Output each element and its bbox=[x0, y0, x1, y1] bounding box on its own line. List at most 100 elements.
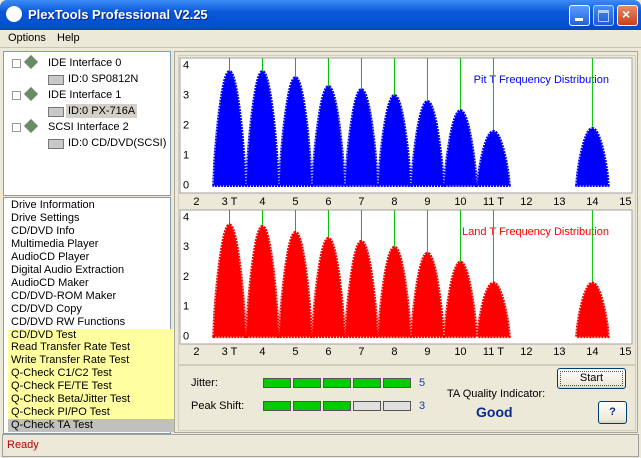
menu-help[interactable]: Help bbox=[57, 32, 80, 44]
distribution-peak bbox=[344, 239, 379, 339]
x-tick-label: 12 bbox=[520, 196, 532, 208]
title-bar: PlexTools Professional V2.25 × bbox=[0, 0, 641, 30]
meter-segment bbox=[323, 401, 351, 411]
function-item[interactable]: AudioCD Player bbox=[11, 250, 90, 263]
function-item[interactable]: Digital Audio Extraction bbox=[11, 263, 125, 276]
function-item[interactable]: Q-Check FE/TE Test bbox=[8, 380, 174, 394]
function-item[interactable]: Multimedia Player bbox=[11, 237, 99, 250]
drive-icon bbox=[48, 139, 64, 149]
drive-icon bbox=[48, 107, 64, 117]
distribution-peak bbox=[245, 70, 280, 187]
x-tick-label: 12 bbox=[520, 346, 532, 358]
y-tick-label: 1 bbox=[183, 149, 189, 161]
close-button[interactable]: × bbox=[617, 5, 638, 26]
x-tick-label: 15 bbox=[619, 196, 631, 208]
x-tick-label: 9 bbox=[424, 196, 430, 208]
meter-label: Jitter: bbox=[191, 377, 218, 389]
device-label[interactable]: ID:0 CD/DVD(SCSI) bbox=[68, 137, 167, 149]
y-tick-label: 0 bbox=[183, 330, 189, 342]
app-icon bbox=[6, 6, 22, 22]
distribution-peak bbox=[344, 88, 379, 187]
chart-title: Pit T Frequency Distribution bbox=[474, 74, 609, 86]
y-tick-label: 1 bbox=[183, 301, 189, 313]
drive-icon bbox=[48, 75, 64, 85]
meter-segment bbox=[353, 378, 381, 388]
y-tick-label: 2 bbox=[183, 119, 189, 131]
x-tick-label: 14 bbox=[586, 346, 598, 358]
distribution-peak bbox=[311, 236, 346, 339]
x-tick-label: 13 bbox=[553, 346, 565, 358]
distribution-peak bbox=[311, 85, 346, 187]
x-tick-label: 7 bbox=[358, 196, 364, 208]
meter-segment bbox=[263, 401, 291, 411]
distribution-peak bbox=[377, 245, 412, 339]
function-item[interactable]: Q-Check C1/C2 Test bbox=[8, 367, 174, 381]
menu-options[interactable]: Options bbox=[8, 32, 46, 44]
function-item[interactable]: CD/DVD-ROM Maker bbox=[11, 289, 117, 302]
tree-expander bbox=[12, 59, 21, 68]
start-button[interactable]: Start bbox=[557, 368, 626, 389]
x-tick-label: 9 bbox=[424, 346, 430, 358]
x-tick-label: 5 bbox=[292, 346, 298, 358]
x-tick-label: 3 T bbox=[222, 196, 238, 208]
function-item[interactable]: CD/DVD Info bbox=[11, 224, 75, 237]
function-item[interactable]: Q-Check Beta/Jitter Test bbox=[8, 393, 174, 407]
maximize-button[interactable] bbox=[593, 5, 614, 26]
window-title: PlexTools Professional V2.25 bbox=[28, 7, 208, 22]
results-panel bbox=[174, 51, 638, 433]
x-tick-label: 14 bbox=[586, 196, 598, 208]
meter-frame bbox=[178, 365, 636, 431]
function-item[interactable]: Drive Settings bbox=[11, 211, 80, 224]
distribution-peak bbox=[575, 281, 610, 339]
x-tick-label: 5 bbox=[292, 196, 298, 208]
y-tick-label: 4 bbox=[183, 211, 189, 223]
x-tick-label: 11 T bbox=[483, 196, 504, 208]
status-text: Ready bbox=[7, 439, 39, 451]
meter-value: 3 bbox=[419, 400, 426, 412]
function-item[interactable]: CD/DVD RW Functions bbox=[11, 315, 126, 328]
meter-segment bbox=[383, 401, 411, 411]
meter-segment bbox=[353, 401, 381, 411]
distribution-peak bbox=[278, 230, 313, 339]
menu-bar: Options Help bbox=[0, 30, 641, 48]
x-tick-label: 4 bbox=[259, 196, 265, 208]
interface-label[interactable]: IDE Interface 1 bbox=[48, 89, 122, 101]
function-item[interactable]: AudioCD Maker bbox=[11, 276, 89, 289]
help-button[interactable]: ? bbox=[598, 401, 627, 424]
y-tick-label: 0 bbox=[183, 179, 189, 191]
distribution-peak bbox=[245, 224, 280, 339]
function-item[interactable]: Q-Check TA Test bbox=[8, 419, 174, 433]
interface-label[interactable]: IDE Interface 0 bbox=[48, 57, 122, 69]
function-item[interactable]: Read Transfer Rate Test bbox=[8, 341, 174, 355]
y-tick-label: 3 bbox=[183, 241, 189, 253]
quality-label: TA Quality Indicator: bbox=[447, 388, 546, 400]
function-item[interactable]: CD/DVD Copy bbox=[11, 302, 82, 315]
x-tick-label: 10 bbox=[454, 346, 466, 358]
meter-segment bbox=[383, 378, 411, 388]
distribution-peak bbox=[410, 100, 445, 187]
x-tick-label: 4 bbox=[259, 346, 265, 358]
x-tick-label: 8 bbox=[391, 346, 397, 358]
y-tick-label: 4 bbox=[183, 59, 189, 71]
status-bar: Ready bbox=[2, 434, 639, 457]
tree-expander bbox=[12, 123, 21, 132]
device-label[interactable]: ID:0 SP0812N bbox=[68, 73, 139, 85]
distribution-peak bbox=[212, 223, 247, 339]
function-item[interactable]: CD/DVD Test bbox=[8, 328, 174, 342]
y-tick-label: 3 bbox=[183, 89, 189, 101]
device-tree: IDE Interface 0 ID:0 SP0812N IDE Interface… bbox=[3, 51, 171, 196]
distribution-peak bbox=[443, 109, 478, 187]
interface-label[interactable]: SCSI Interface 2 bbox=[48, 121, 129, 133]
quality-value: Good bbox=[476, 404, 513, 420]
function-item[interactable]: Drive Information bbox=[11, 199, 95, 211]
device-label[interactable]: ID:0 PX-716A bbox=[66, 104, 138, 118]
x-tick-label: 3 T bbox=[222, 346, 238, 358]
x-tick-label: 6 bbox=[325, 196, 331, 208]
x-tick-label: 8 bbox=[391, 196, 397, 208]
minimize-button[interactable] bbox=[569, 5, 590, 26]
meter-segment bbox=[323, 378, 351, 388]
function-item[interactable]: Write Transfer Rate Test bbox=[8, 354, 174, 368]
x-tick-label: 6 bbox=[325, 346, 331, 358]
function-item[interactable]: Q-Check PI/PO Test bbox=[8, 406, 174, 420]
